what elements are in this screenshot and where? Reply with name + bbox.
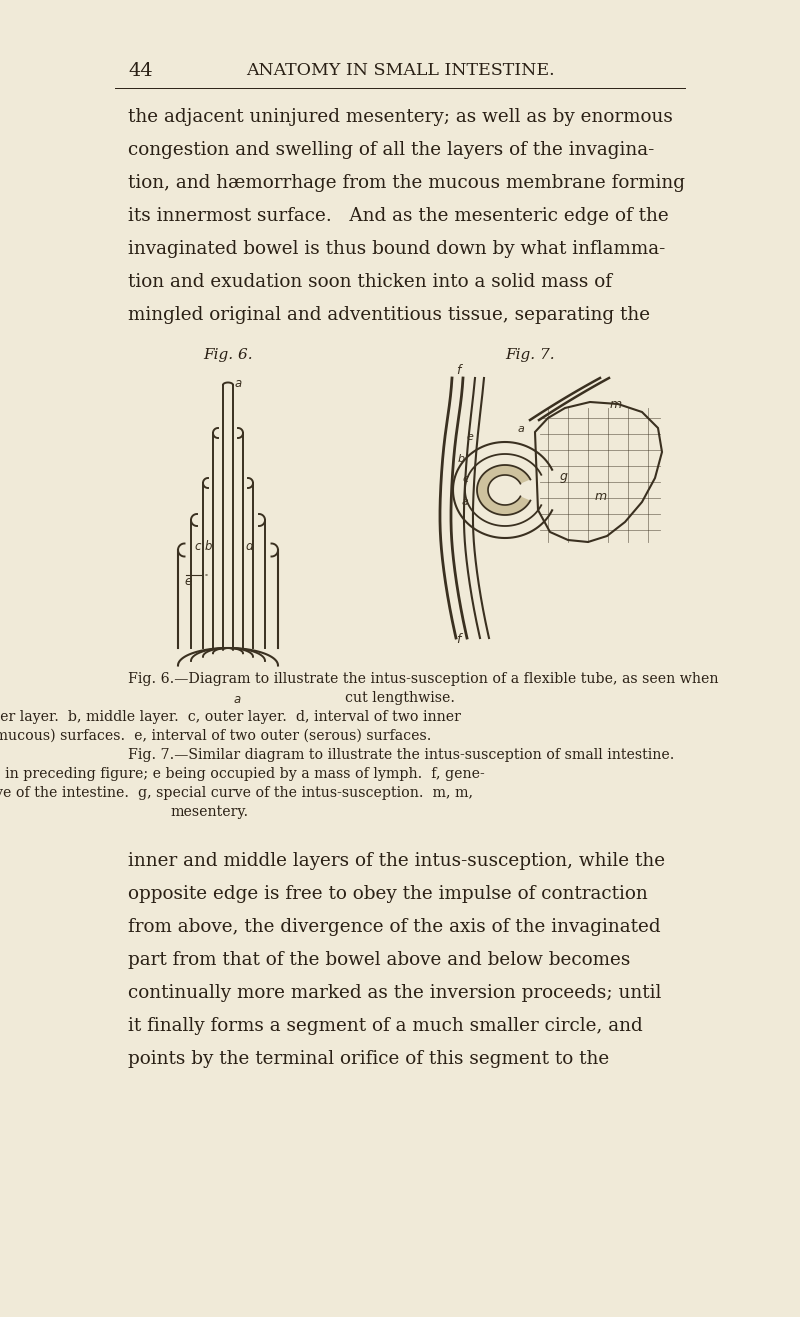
Text: inner and middle layers of the intus-susception, while the: inner and middle layers of the intus-sus… [128, 852, 665, 871]
Text: m: m [595, 490, 607, 503]
Text: Fig. 7.: Fig. 7. [505, 348, 555, 362]
Text: points by the terminal orifice of this segment to the: points by the terminal orifice of this s… [128, 1050, 610, 1068]
Text: it finally forms a segment of a much smaller circle, and: it finally forms a segment of a much sma… [128, 1017, 642, 1035]
Text: e: e [466, 432, 473, 443]
Text: b: b [205, 540, 213, 553]
Text: c: c [194, 540, 201, 553]
Text: from above, the divergence of the axis of the invaginated: from above, the divergence of the axis o… [128, 918, 661, 936]
Text: a: a [518, 424, 525, 435]
Text: the adjacent uninjured mesentery; as well as by enormous: the adjacent uninjured mesentery; as wel… [128, 108, 673, 126]
Text: a: a [234, 693, 242, 706]
Text: part from that of the bowel above and below becomes: part from that of the bowel above and be… [128, 951, 630, 969]
Text: m: m [610, 398, 622, 411]
Text: a to e, as in preceding figure; e being occupied by a mass of lymph.  f, gene-: a to e, as in preceding figure; e being … [0, 766, 484, 781]
Text: Fig. 6.: Fig. 6. [203, 348, 253, 362]
Text: continually more marked as the inversion proceeds; until: continually more marked as the inversion… [128, 984, 662, 1002]
Text: congestion and swelling of all the layers of the invagina-: congestion and swelling of all the layer… [128, 141, 654, 159]
Text: ANATOMY IN SMALL INTESTINE.: ANATOMY IN SMALL INTESTINE. [246, 62, 554, 79]
Text: a, inner layer.  b, middle layer.  c, outer layer.  d, interval of two inner: a, inner layer. b, middle layer. c, oute… [0, 710, 461, 724]
Text: tion, and hæmorrhage from the mucous membrane forming: tion, and hæmorrhage from the mucous mem… [128, 174, 685, 192]
Text: g: g [560, 470, 568, 483]
Text: b: b [458, 454, 465, 464]
Text: f: f [456, 363, 460, 377]
Text: Fig. 6.—Diagram to illustrate the intus-susception of a flexible tube, as seen w: Fig. 6.—Diagram to illustrate the intus-… [128, 672, 718, 686]
Text: f: f [456, 633, 460, 647]
Text: c: c [462, 474, 468, 485]
Text: (mucous) surfaces.  e, interval of two outer (serous) surfaces.: (mucous) surfaces. e, interval of two ou… [0, 730, 431, 743]
Text: mesentery.: mesentery. [171, 805, 249, 819]
Text: tion and exudation soon thicken into a solid mass of: tion and exudation soon thicken into a s… [128, 273, 612, 291]
Text: opposite edge is free to obey the impulse of contraction: opposite edge is free to obey the impuls… [128, 885, 648, 903]
Text: its innermost surface.   And as the mesenteric edge of the: its innermost surface. And as the mesent… [128, 207, 669, 225]
Text: mingled original and adventitious tissue, separating the: mingled original and adventitious tissue… [128, 306, 650, 324]
Text: 44: 44 [128, 62, 153, 80]
Text: Fig. 7.—Similar diagram to illustrate the intus-susception of small intestine.: Fig. 7.—Similar diagram to illustrate th… [128, 748, 674, 763]
Text: a: a [235, 377, 242, 390]
Text: a: a [462, 497, 469, 507]
Text: ral curve of the intestine.  g, special curve of the intus-susception.  m, m,: ral curve of the intestine. g, special c… [0, 786, 473, 799]
Text: cut lengthwise.: cut lengthwise. [345, 691, 455, 705]
Text: invaginated bowel is thus bound down by what inflamma-: invaginated bowel is thus bound down by … [128, 240, 666, 258]
Text: e: e [184, 576, 191, 587]
Polygon shape [477, 465, 530, 515]
Text: d: d [245, 540, 253, 553]
